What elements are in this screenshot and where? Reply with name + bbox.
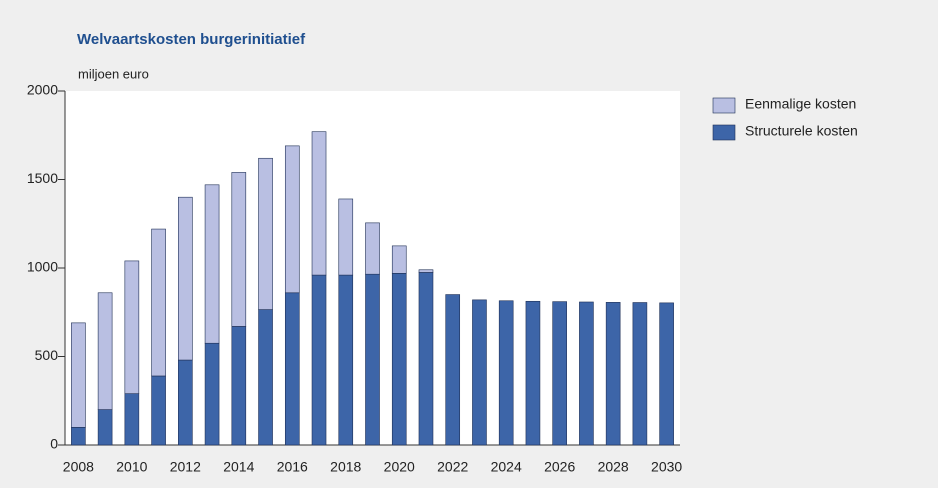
- y-tick-label: 0: [50, 436, 58, 452]
- bar-segment: [418, 269, 434, 273]
- bar-segment: [178, 359, 193, 446]
- y-tick-label: 2000: [27, 82, 58, 98]
- bar-segment: [311, 274, 327, 446]
- x-tick-label: 2016: [277, 459, 308, 475]
- legend-swatch: [712, 97, 736, 114]
- x-tick-label: 2028: [598, 459, 629, 475]
- y-tick-label: 1500: [27, 170, 58, 186]
- bar-segment: [365, 222, 380, 275]
- bar-segment: [659, 302, 674, 446]
- bar-segment: [124, 260, 140, 394]
- bar-segment: [525, 300, 541, 446]
- x-tick-label: 2026: [544, 459, 575, 475]
- y-tick-label: 500: [35, 347, 59, 363]
- bar-segment: [418, 272, 434, 446]
- bar-segment: [204, 184, 220, 344]
- bar-segment: [472, 299, 487, 446]
- bar-segment: [284, 292, 300, 446]
- x-tick-label: 2008: [63, 459, 94, 475]
- bar-segment: [338, 198, 354, 276]
- x-tick-label: 2030: [651, 459, 682, 475]
- bar-segment: [445, 294, 461, 446]
- x-tick-label: 2022: [437, 459, 468, 475]
- bar-segment: [258, 157, 273, 310]
- bar-segment: [258, 309, 273, 446]
- bar-segment: [552, 301, 567, 446]
- bar-segment: [178, 196, 193, 361]
- y-axis-label: miljoen euro: [78, 66, 149, 81]
- bar-segment: [284, 145, 300, 294]
- bar-segment: [391, 245, 407, 274]
- bar-segment: [124, 393, 140, 446]
- chart-title: Welvaartskosten burgerinitiatief: [77, 31, 306, 48]
- bar-segment: [311, 131, 327, 276]
- bar-segment: [365, 273, 380, 446]
- bar-segment: [231, 326, 247, 446]
- bar-segment: [498, 300, 514, 446]
- x-tick-label: 2010: [116, 459, 147, 475]
- bar-segment: [391, 273, 407, 446]
- bar-segment: [71, 426, 86, 446]
- bar-segment: [605, 302, 621, 446]
- x-tick-label: 2024: [491, 459, 522, 475]
- legend-swatch: [712, 124, 736, 141]
- legend-label: Eenmalige kosten: [745, 96, 856, 112]
- x-tick-label: 2020: [384, 459, 415, 475]
- x-tick-label: 2018: [330, 459, 361, 475]
- bar-segment: [151, 375, 166, 446]
- bar-segment: [97, 292, 113, 410]
- bar-segment: [632, 302, 648, 446]
- bar-segment: [204, 342, 220, 446]
- bar-segment: [579, 301, 594, 446]
- bar-segment: [231, 172, 247, 327]
- x-tick-label: 2014: [223, 459, 254, 475]
- bar-segment: [338, 274, 354, 446]
- bar-segment: [97, 409, 113, 446]
- x-tick-label: 2012: [170, 459, 201, 475]
- bar-segment: [71, 322, 86, 428]
- bar-segment: [151, 228, 166, 377]
- y-tick-label: 1000: [27, 259, 58, 275]
- legend-label: Structurele kosten: [745, 123, 858, 139]
